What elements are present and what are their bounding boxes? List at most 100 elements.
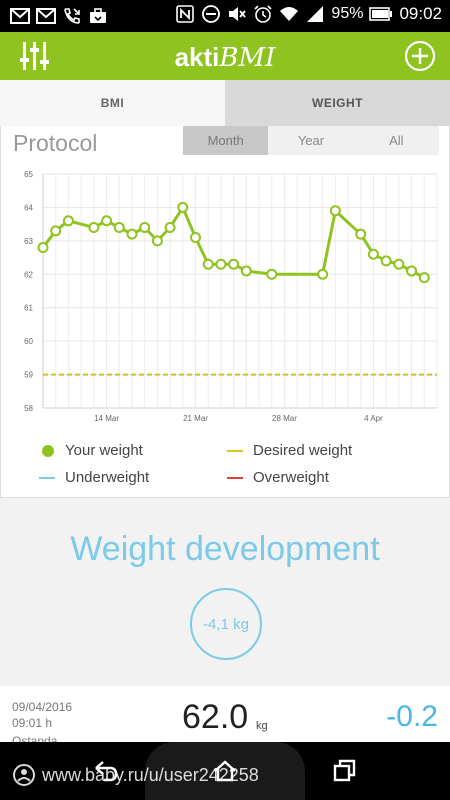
logo-part-bmi: BMI [219,43,276,73]
x-tick-label: 14 Mar [94,414,119,423]
gmail-icon [36,8,56,24]
weight-data-point [367,248,379,260]
range-selector: Month Year All [183,126,439,155]
weight-data-point [50,225,62,237]
do-not-disturb-icon [202,5,221,23]
chart-legend: Your weight Desired weight Underweight O… [1,436,450,496]
missed-call-icon [64,8,80,24]
nav-home-area [145,742,305,800]
weight-data-point [418,272,430,284]
legend-dot-icon [42,444,54,457]
entry-weight-value: 62.0 [182,698,249,736]
tab-bmi[interactable]: BMI [0,80,225,126]
entry-time: 09:01 h [12,716,53,730]
weight-data-point [380,255,392,267]
app-bar: aktiBMI [0,32,450,80]
legend-label: Your weight [65,442,143,459]
weight-data-point [393,258,405,270]
y-tick-label: 64 [24,203,33,212]
watermark-text: www.baby.ru/u/user242258 [42,764,259,785]
legend-desired-weight: Desired weight [227,442,352,459]
weight-data-point [139,221,151,233]
briefcase-icon [90,8,106,23]
weight-data-point [406,265,418,277]
back-icon[interactable] [92,758,118,784]
entry-weight-diff: -0.2 [386,700,438,733]
weight-change-badge: -4,1 kg [190,588,262,660]
range-all[interactable]: All [389,133,404,148]
y-tick-label: 65 [24,170,33,179]
weight-data-point [101,215,113,227]
range-year[interactable]: Year [297,133,325,148]
y-tick-label: 63 [24,237,33,246]
weight-data-point [266,268,278,280]
weight-data-point [113,221,125,233]
entry-weight-unit: kg [256,720,268,732]
app-logo: aktiBMI [0,42,450,73]
watermark: www.baby.ru/u/user242258 [12,763,259,787]
weight-change-value: -4,1 kg [203,615,249,633]
weight-data-point [151,235,163,247]
alarm-icon [254,5,272,23]
protocol-card: Protocol Month Year All 58 59 60 61 62 63 64 65… [0,126,450,498]
legend-overweight: Overweight [227,469,329,486]
x-tick-label: 4 Apr [364,414,383,423]
nfc-icon [176,5,195,23]
baby-ru-logo-icon [13,764,35,786]
recent-apps-icon[interactable] [332,758,358,784]
legend-line-icon [39,476,55,479]
y-tick-label: 58 [24,404,33,413]
gmail-icon [10,8,30,24]
protocol-title: Protocol [13,130,98,156]
system-icons: 95% 09:02 [175,4,442,24]
mute-icon [229,7,247,21]
y-tick-label: 59 [24,371,33,380]
y-tick-label: 60 [24,337,33,346]
legend-your-weight: Your weight [41,442,143,459]
notification-icons [10,6,108,26]
battery-icon [369,7,393,21]
navigation-bar [0,742,450,800]
weight-chart[interactable]: 58 59 60 61 62 63 64 65 14 Mar 21 Mar 28 Mar 4 Apr [1,164,449,434]
weight-entry-row[interactable]: 09/04/2016 09:01 h Ostanda 62.0 kg -0.2 [0,686,450,748]
weight-data-point [126,228,138,240]
weight-data-point [228,258,240,270]
legend-label: Desired weight [253,442,353,459]
status-bar: 95% 09:02 [0,0,450,32]
tab-weight[interactable]: WEIGHT [225,80,450,126]
clock: 09:02 [399,4,442,23]
home-icon[interactable] [212,758,238,784]
weight-data-point [202,258,214,270]
weight-data-point [164,221,176,233]
x-tick-label: 28 Mar [272,414,297,423]
weight-data-point [215,258,227,270]
weight-data-point [190,232,202,244]
add-entry-icon[interactable] [404,40,436,72]
weight-development-title: Weight development [70,530,380,568]
legend-label: Underweight [65,469,150,486]
range-month[interactable]: Month [183,126,269,155]
settings-sliders-icon[interactable] [18,40,52,72]
logo-part-akti: akti [174,42,220,72]
signal-icon [307,6,324,22]
weight-data-point [329,205,341,217]
weight-data-point [62,215,74,227]
legend-line-icon [227,449,243,452]
weight-data-point [317,268,329,280]
legend-underweight: Underweight [39,469,149,486]
tab-bar: BMI WEIGHT [0,80,450,126]
weight-data-point [88,221,100,233]
x-tick-label: 21 Mar [183,414,208,423]
wifi-icon [280,7,299,21]
legend-line-icon [227,476,243,479]
legend-label: Overweight [253,469,329,486]
weight-data-point [177,201,189,213]
weight-data-point [355,228,367,240]
battery-percent: 95% [331,5,364,22]
y-tick-label: 62 [24,270,33,279]
y-tick-label: 61 [24,304,33,313]
weight-data-point [37,242,49,254]
weight-data-point [240,265,252,277]
entry-date: 09/04/2016 [12,700,73,714]
